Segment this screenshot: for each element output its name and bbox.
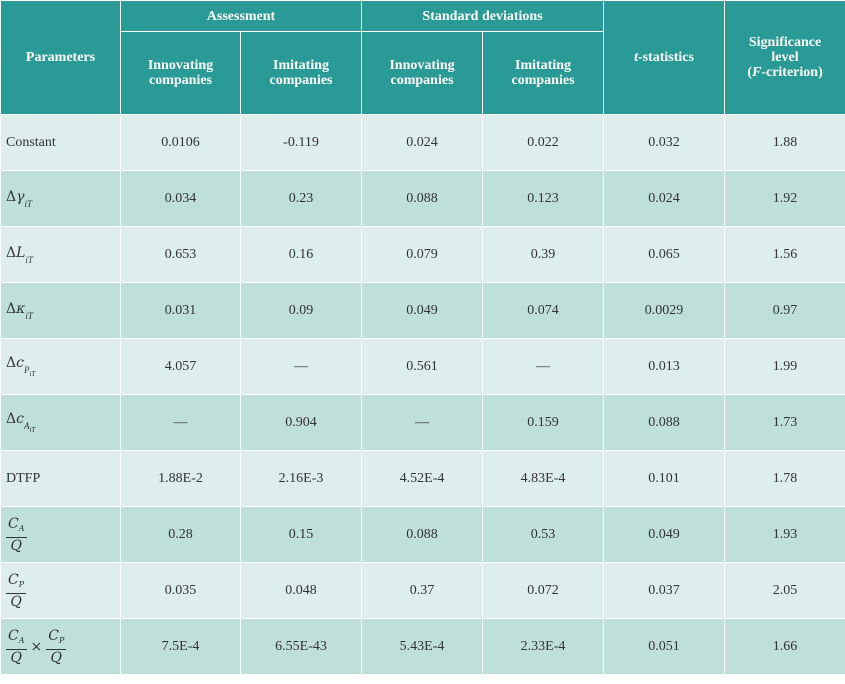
value-cell: 1.73: [724, 394, 845, 451]
value-cell: 0.0029: [603, 282, 726, 339]
param-cell: DTFP: [0, 450, 121, 507]
table-row: Constant 0.0106 -0.119 0.024 0.022 0.032…: [0, 114, 845, 171]
table-row: ΔγiT 0.034 0.23 0.088 0.123 0.024 1.92: [0, 170, 845, 227]
value-cell: 2.16E-3: [239, 450, 363, 507]
fraction-ca-q: CA Q: [6, 627, 27, 666]
param-cell: CA Q: [0, 506, 121, 563]
value-cell: 1.78: [724, 450, 845, 507]
header-significance: Significance level (F-criterion): [724, 0, 845, 115]
value-cell: 4.057: [120, 338, 241, 395]
param-cell: ΔcAiT: [0, 394, 121, 451]
param-cell: ΔγiT: [0, 170, 121, 227]
table-row: CP Q 0.035 0.048 0.37 0.072 0.037 2.05: [0, 562, 845, 619]
value-cell: 0.074: [482, 282, 605, 339]
header-std-innovating: Innovating companies: [361, 31, 484, 115]
header-row-top: Parameters Assessment Standard deviation…: [0, 0, 845, 115]
value-cell: 2.33E-4: [482, 618, 605, 675]
header-assessment-innovating: Innovating companies: [120, 31, 241, 115]
table-row: ΔcPiT 4.057 — 0.561 — 0.013 1.99: [0, 338, 845, 395]
value-cell: 0.653: [120, 226, 241, 283]
value-cell: 0.159: [482, 394, 605, 451]
value-cell: 0.032: [603, 114, 726, 171]
value-cell: 7.5E-4: [120, 618, 241, 675]
value-cell: 0.034: [120, 170, 241, 227]
value-cell: —: [120, 394, 241, 451]
value-cell: 0.013: [603, 338, 726, 395]
value-cell: 0.0106: [120, 114, 241, 171]
value-cell: 0.022: [482, 114, 605, 171]
value-cell: 0.048: [239, 562, 363, 619]
param-cell: ΔLiT: [0, 226, 121, 283]
value-cell: -0.119: [239, 114, 363, 171]
value-cell: 4.83E-4: [482, 450, 605, 507]
table-row: CA Q 0.28 0.15 0.088 0.53 0.049 1.93: [0, 506, 845, 563]
value-cell: 5.43E-4: [361, 618, 484, 675]
param-cell: ΔcPiT: [0, 338, 121, 395]
value-cell: 1.56: [724, 226, 845, 283]
header-std-imitating: Imitating companies: [482, 31, 605, 115]
value-cell: —: [239, 338, 363, 395]
value-cell: 0.024: [361, 114, 484, 171]
value-cell: 0.97: [724, 282, 845, 339]
value-cell: 0.09: [239, 282, 363, 339]
value-cell: 0.16: [239, 226, 363, 283]
table-row: CA Q × CP Q 7.5E-4 6.55E-43 5.43E-4 2.33E-4 …: [0, 618, 845, 675]
value-cell: 0.031: [120, 282, 241, 339]
value-cell: 0.037: [603, 562, 726, 619]
table-row: ΔκiT 0.031 0.09 0.049 0.074 0.0029 0.97: [0, 282, 845, 339]
value-cell: 1.99: [724, 338, 845, 395]
value-cell: 0.051: [603, 618, 726, 675]
value-cell: 0.23: [239, 170, 363, 227]
value-cell: 1.92: [724, 170, 845, 227]
value-cell: 0.123: [482, 170, 605, 227]
value-cell: 0.079: [361, 226, 484, 283]
param-cell: Constant: [0, 114, 121, 171]
value-cell: —: [482, 338, 605, 395]
header-assessment-imitating: Imitating companies: [239, 31, 363, 115]
value-cell: 0.561: [361, 338, 484, 395]
table-row: ΔLiT 0.653 0.16 0.079 0.39 0.065 1.56: [0, 226, 845, 283]
header-row-sub: Innovating companies Imitating companies…: [1, 31, 845, 115]
table-row: DTFP 1.88E-2 2.16E-3 4.52E-4 4.83E-4 0.1…: [0, 450, 845, 507]
value-cell: 0.39: [482, 226, 605, 283]
value-cell: 6.55E-43: [239, 618, 363, 675]
header-t-statistics: t-statistics: [603, 0, 726, 115]
value-cell: 1.66: [724, 618, 845, 675]
value-cell: 1.88E-2: [120, 450, 241, 507]
header-std-dev: Standard deviations: [361, 0, 605, 32]
fraction-cp-q: CP Q: [6, 571, 27, 610]
value-cell: 0.101: [603, 450, 726, 507]
value-cell: 0.024: [603, 170, 726, 227]
value-cell: 0.088: [361, 506, 484, 563]
fraction-ca-q: CA Q: [6, 515, 27, 554]
fraction-cp-q: CP Q: [46, 627, 67, 666]
value-cell: 0.53: [482, 506, 605, 563]
param-cell: CA Q × CP Q: [0, 618, 121, 675]
value-cell: 0.049: [603, 506, 726, 563]
value-cell: —: [361, 394, 484, 451]
value-cell: 0.28: [120, 506, 241, 563]
value-cell: 0.904: [239, 394, 363, 451]
value-cell: 0.088: [603, 394, 726, 451]
value-cell: 2.05: [724, 562, 845, 619]
times-sign: ×: [30, 638, 43, 655]
param-cell: ΔκiT: [0, 282, 121, 339]
value-cell: 4.52E-4: [361, 450, 484, 507]
value-cell: 0.37: [361, 562, 484, 619]
value-cell: 0.088: [361, 170, 484, 227]
param-cell: CP Q: [0, 562, 121, 619]
value-cell: 1.93: [724, 506, 845, 563]
value-cell: 0.072: [482, 562, 605, 619]
header-assessment: Assessment: [119, 0, 363, 32]
value-cell: 0.065: [603, 226, 726, 283]
table-row: ΔcAiT — 0.904 — 0.159 0.088 1.73: [0, 394, 845, 451]
value-cell: 1.88: [724, 114, 845, 171]
value-cell: 0.049: [361, 282, 484, 339]
header-parameters: Parameters: [0, 0, 121, 115]
value-cell: 0.035: [120, 562, 241, 619]
value-cell: 0.15: [239, 506, 363, 563]
